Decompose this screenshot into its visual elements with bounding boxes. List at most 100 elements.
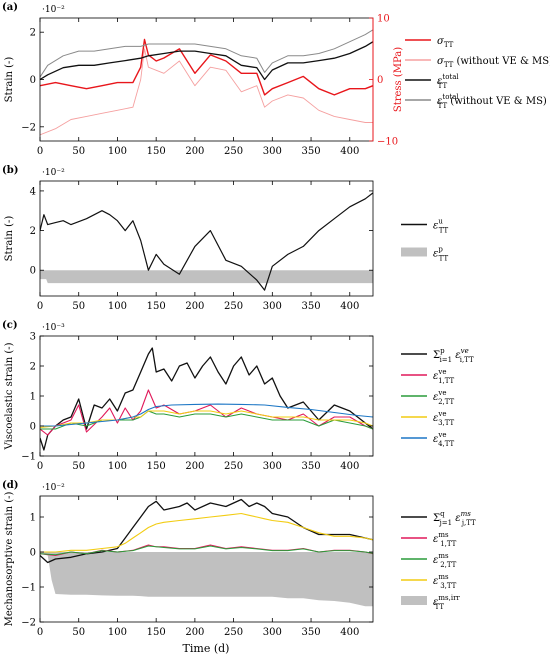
series-line-2 — [40, 41, 373, 81]
x-tick-label: 300 — [263, 627, 282, 638]
x-tick-label: 400 — [340, 627, 359, 638]
series-line-4 — [40, 512, 373, 553]
y-axis-label: Strain (-) — [4, 216, 15, 262]
series-line-3 — [40, 410, 373, 428]
legend-label: σTT — [437, 36, 454, 49]
x-tick-label: 0 — [37, 146, 43, 157]
x-tick-label: 300 — [263, 461, 282, 472]
series-line-1 — [40, 389, 373, 436]
y-tick-label: −2 — [21, 618, 36, 629]
x-tick-label: 100 — [108, 461, 127, 472]
legend-swatch — [401, 247, 427, 257]
plot-area — [40, 29, 373, 136]
y2-tick-label: 10 — [377, 14, 390, 25]
series-area-0 — [40, 270, 373, 284]
y-axis-label: Strain (-) — [4, 57, 15, 103]
legend-label: σTT (without VE & MS) — [437, 56, 550, 69]
panel-c: (c) ·10⁻³0 50 100 150 200 250 300 350 400−10123Vi… — [2, 320, 474, 472]
x-tick-label: 50 — [72, 301, 85, 312]
y-tick-label: 2 — [30, 226, 36, 237]
x-tick-label: 250 — [224, 627, 243, 638]
plot-frame — [39, 495, 374, 623]
plot-area — [40, 192, 373, 291]
panel-label: (a) — [2, 2, 18, 13]
panel-b: (b) ·10⁻² 0 50 100 150 200 250 300 350 400 0 2 4 Strai… — [2, 165, 448, 312]
series-line-0 — [40, 38, 373, 96]
plot-area — [40, 347, 373, 451]
y-tick-label: 2 — [30, 362, 36, 373]
y-exponent-label: ·10⁻² — [42, 168, 65, 178]
legend-label: Σp i=1 εve i,TT — [433, 347, 474, 364]
x-tick-label: 200 — [185, 627, 204, 638]
x-tick-label: 50 — [72, 627, 85, 638]
y-tick-label: −2 — [21, 122, 36, 133]
x-tick-label: 250 — [224, 146, 243, 157]
x-tick-label: 150 — [147, 461, 166, 472]
y2-tick-label: −10 — [377, 137, 398, 148]
x-tick-label: 350 — [301, 146, 320, 157]
y-tick-label: 2 — [30, 28, 36, 39]
panel-d: (d) ·10⁻² 0 50 100 150 200 250 300 350 400 −2 −1 0 1 Me… — [2, 480, 476, 638]
x-tick-label: 250 — [224, 301, 243, 312]
panel-label: (c) — [2, 320, 18, 331]
series-line-0 — [40, 347, 373, 451]
legend-label: εve 4,TT — [433, 431, 455, 448]
legend-swatch — [401, 596, 427, 605]
y-exponent-label: ·10⁻² — [42, 483, 65, 493]
y-tick-label: 1 — [30, 392, 36, 403]
x-tick-label: 350 — [301, 627, 320, 638]
y-tick-label: −1 — [21, 583, 36, 594]
x-tick-label: 100 — [108, 146, 127, 157]
x-tick-label: 200 — [185, 301, 204, 312]
plot-frame — [39, 335, 374, 457]
x-tick-label: 200 — [185, 461, 204, 472]
legend-label: εms 2,TT — [433, 552, 457, 569]
panel-label: (b) — [2, 165, 18, 176]
x-tick-label: 400 — [340, 146, 359, 157]
series-line-3 — [40, 545, 373, 556]
legend-label: εve 3,TT — [433, 410, 455, 427]
y-tick-label: 0 — [30, 548, 36, 559]
series-area-0 — [40, 552, 373, 607]
legend-label: εtotal TT — [437, 73, 459, 90]
plot-frame — [39, 17, 374, 142]
y-tick-label: −1 — [21, 452, 36, 463]
x-tick-label: 300 — [263, 301, 282, 312]
legend-label: εms 1,TT — [433, 531, 457, 548]
x-tick-label: 350 — [301, 461, 320, 472]
legend-label: εms,irr TT — [433, 594, 460, 611]
y-axis-label: Mechanosorptive strain (-) — [4, 491, 15, 626]
legend-label: εu TT — [433, 218, 448, 235]
legend-label: εms 3,TT — [433, 573, 457, 590]
series-line-3 — [40, 29, 373, 78]
legend-label: εve 1,TT — [433, 368, 455, 385]
y-axis-label: Viscoelastic strain (-) — [4, 342, 15, 450]
legend-label: Σq j=1 εms j,TT — [433, 510, 476, 527]
series-line-1 — [40, 192, 373, 291]
x-tick-label: 200 — [185, 146, 204, 157]
x-tick-label: 150 — [147, 301, 166, 312]
panel-a: (a) ·10⁻²0 50 100 150 200 250 300 350 400−202Stra… — [2, 2, 550, 157]
y-exponent-label: ·10⁻³ — [42, 323, 65, 333]
x-tick-label: 250 — [224, 461, 243, 472]
y-exponent-label: ·10⁻² — [42, 5, 65, 15]
x-tick-label: 0 — [37, 461, 43, 472]
x-tick-label: 0 — [37, 627, 43, 638]
y-tick-label: 1 — [30, 513, 36, 524]
y-tick-label: 0 — [30, 266, 36, 277]
series-line-1 — [40, 48, 373, 136]
y2-axis-label: Stress (MPa) — [393, 47, 404, 112]
x-tick-label: 50 — [72, 461, 85, 472]
y2-tick-label: 0 — [377, 75, 383, 86]
x-tick-label: 100 — [108, 301, 127, 312]
legend-label: εve 2,TT — [433, 389, 455, 406]
x-tick-label: 50 — [72, 146, 85, 157]
plot-area — [40, 498, 373, 607]
x-tick-label: 400 — [340, 461, 359, 472]
legend-label: εp TT — [433, 246, 448, 263]
y-tick-label: 3 — [30, 332, 36, 343]
x-tick-label: 150 — [147, 146, 166, 157]
legend-label: εtotal TT (without VE & MS) — [437, 93, 547, 110]
y-tick-label: 4 — [30, 186, 36, 197]
